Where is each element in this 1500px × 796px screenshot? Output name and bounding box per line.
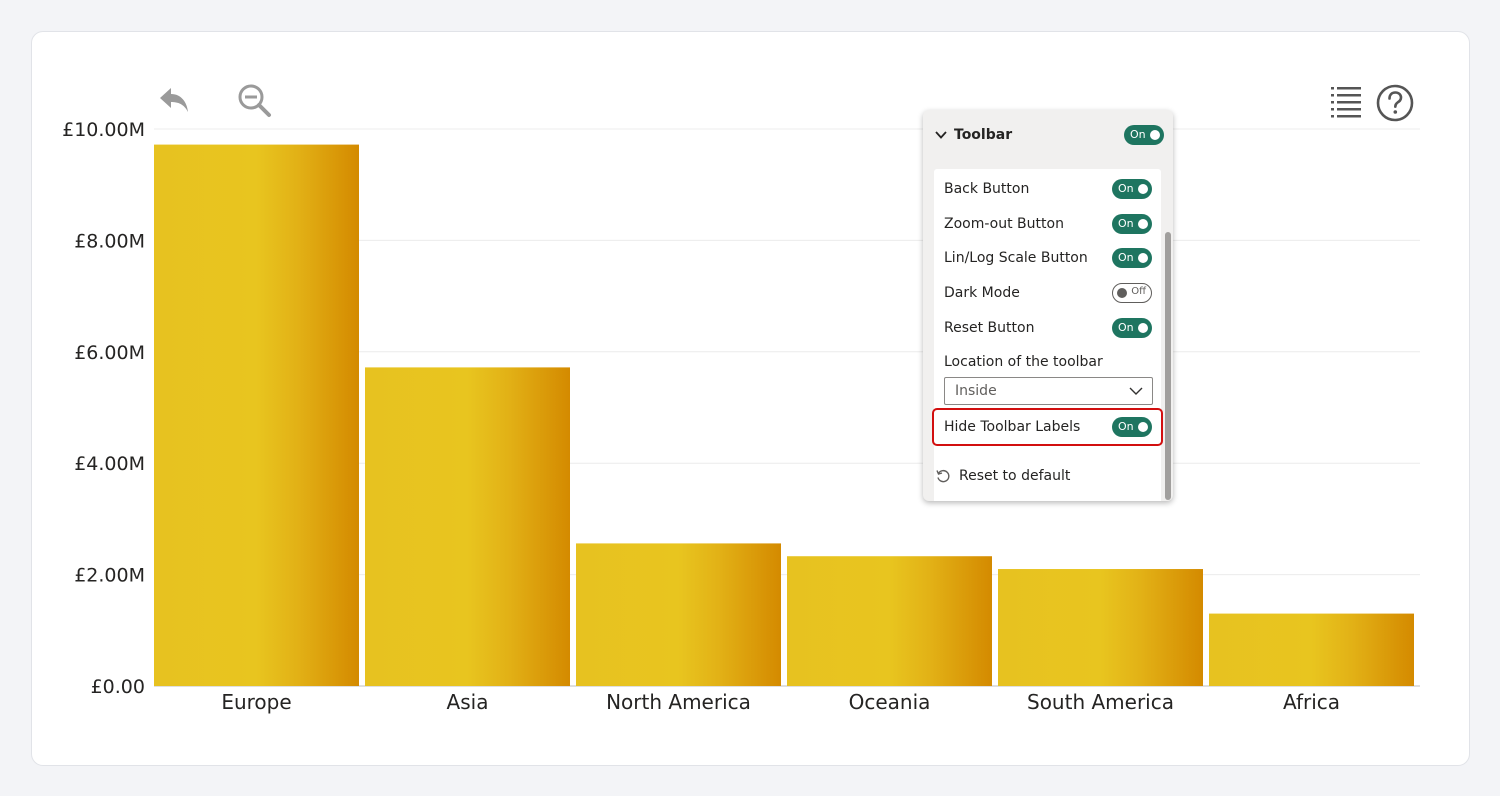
setting-label: Dark Mode <box>944 285 1020 301</box>
toolbar-settings-panel: Toolbar On Back Button On Zoom-out Butto… <box>923 110 1173 501</box>
chevron-down-icon <box>1129 387 1143 395</box>
setting-label: Reset Button <box>944 320 1035 336</box>
setting-row-hide-toolbar-labels: Hide Toolbar Labels On <box>932 408 1163 446</box>
setting-label: Back Button <box>944 181 1030 197</box>
x-tick-label: Europe <box>221 690 291 714</box>
dark-mode-toggle[interactable]: Off <box>1112 283 1152 303</box>
list-icon[interactable] <box>1327 82 1367 122</box>
back-button-toggle[interactable]: On <box>1112 179 1152 199</box>
chart-card: £0.00 £2.00M £4.00M £6.00M £8.00M £10.00M Eur… <box>31 31 1470 766</box>
location-label: Location of the toolbar <box>944 354 1103 370</box>
back-arrow-icon[interactable] <box>154 80 194 120</box>
reset-button-toggle[interactable]: On <box>1112 318 1152 338</box>
bar-chart: £0.00 £2.00M £4.00M £6.00M £8.00M £10.00M Eur… <box>62 119 1420 714</box>
panel-scrollbar[interactable] <box>1165 232 1171 500</box>
toolbar-toggle[interactable]: On <box>1124 125 1164 145</box>
setting-row-back-button: Back Button On <box>934 172 1161 206</box>
setting-label: Lin/Log Scale Button <box>944 250 1088 266</box>
reset-icon <box>936 469 950 483</box>
y-tick-label: £4.00M <box>74 453 145 475</box>
y-tick-label: £2.00M <box>74 565 145 587</box>
y-tick-label: £8.00M <box>74 230 145 252</box>
setting-label: Hide Toolbar Labels <box>944 419 1081 435</box>
y-tick-label: £10.00M <box>62 119 145 141</box>
x-tick-label: Africa <box>1283 690 1340 714</box>
y-axis-ticks: £0.00 £2.00M £4.00M £6.00M £8.00M £10.00M <box>62 119 145 698</box>
section-title: Toolbar <box>954 127 1013 143</box>
bar-africa[interactable] <box>1209 613 1414 686</box>
bar-oceania[interactable] <box>787 556 992 686</box>
chevron-down-icon <box>935 131 947 139</box>
setting-row-dark-mode: Dark Mode Off <box>934 276 1161 310</box>
location-value: Inside <box>955 383 997 399</box>
x-axis-labels: Europe Asia North America Oceania South Amer… <box>221 690 1340 714</box>
zoom-out-icon[interactable] <box>234 80 274 120</box>
reset-to-default-button[interactable]: Reset to default <box>935 465 1070 487</box>
lin-log-scale-button-toggle[interactable]: On <box>1112 248 1152 268</box>
x-tick-label: South America <box>1027 690 1174 714</box>
setting-row-lin-log-scale-button: Lin/Log Scale Button On <box>934 241 1161 275</box>
x-tick-label: North America <box>606 690 751 714</box>
bar-asia[interactable] <box>365 367 570 686</box>
bar-north-america[interactable] <box>576 543 781 686</box>
bars <box>154 144 1414 686</box>
setting-label: Zoom-out Button <box>944 216 1064 232</box>
setting-row-zoom-out-button: Zoom-out Button On <box>934 207 1161 241</box>
y-tick-label: £6.00M <box>74 342 145 364</box>
y-tick-label: £0.00 <box>91 676 145 698</box>
setting-row-reset-button: Reset Button On <box>934 311 1161 345</box>
x-tick-label: Asia <box>447 690 489 714</box>
toolbar-section-header[interactable]: Toolbar On <box>923 110 1173 160</box>
hide-toolbar-labels-toggle[interactable]: On <box>1112 417 1152 437</box>
zoom-out-button-toggle[interactable]: On <box>1112 214 1152 234</box>
reset-label: Reset to default <box>959 468 1071 484</box>
bar-europe[interactable] <box>154 144 359 686</box>
help-circle-icon[interactable] <box>1375 83 1415 123</box>
x-tick-label: Oceania <box>849 690 931 714</box>
location-dropdown[interactable]: Inside <box>944 377 1153 405</box>
settings-list: Back Button On Zoom-out Button On Lin/Lo… <box>932 169 1163 501</box>
bar-south-america[interactable] <box>998 569 1203 686</box>
